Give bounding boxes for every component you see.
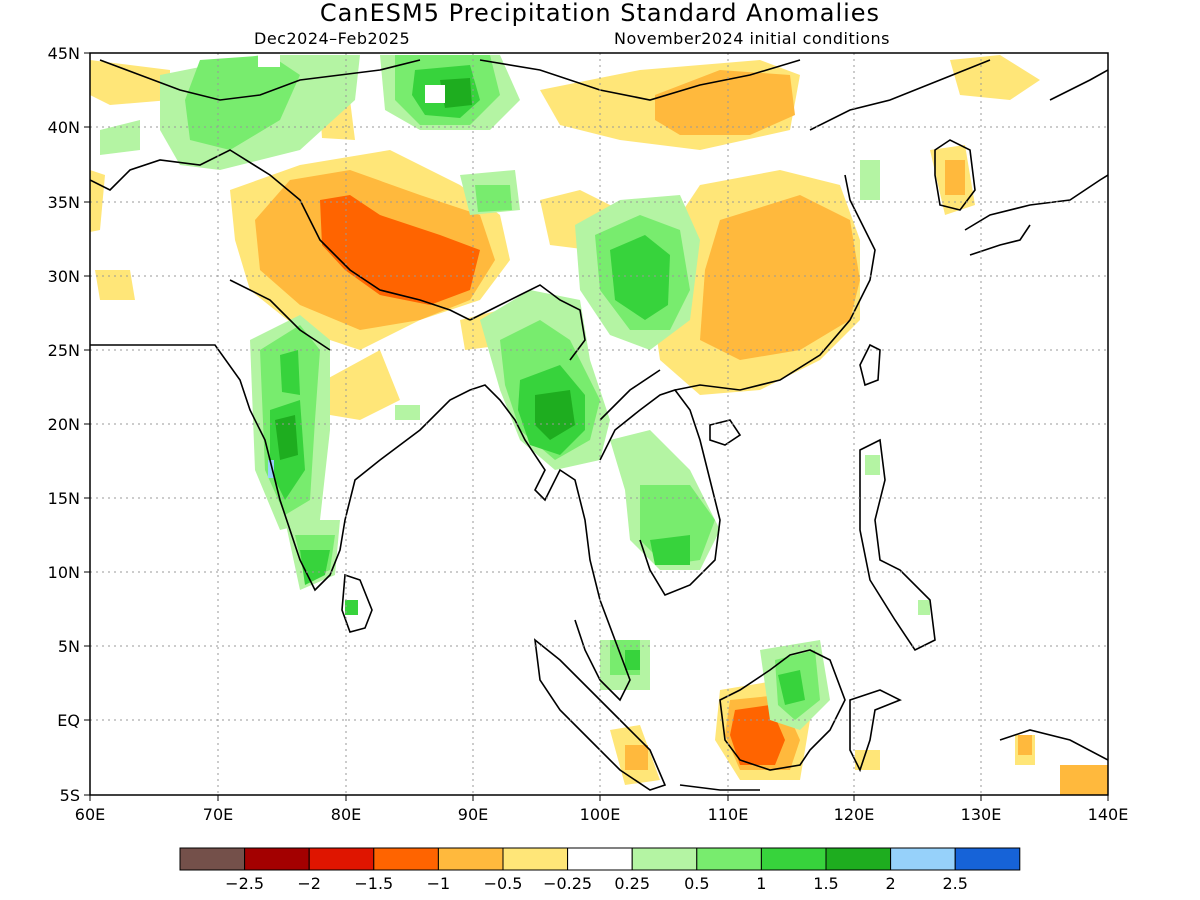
- legend-swatch: [373, 847, 439, 871]
- lat-label: 45N: [48, 44, 80, 63]
- lat-label: 40N: [48, 118, 80, 137]
- lat-label: EQ: [57, 711, 80, 730]
- lat-label: 25N: [48, 341, 80, 360]
- lat-label: 35N: [48, 193, 80, 212]
- legend-label: 1.5: [813, 874, 838, 893]
- legend-swatch: [825, 847, 892, 871]
- lon-label: 70E: [203, 805, 233, 824]
- lon-label: 130E: [961, 805, 1002, 824]
- legend-swatch: [890, 847, 956, 871]
- legend-swatch: [437, 847, 504, 871]
- lat-label: 10N: [48, 563, 80, 582]
- legend-swatch: [696, 847, 762, 871]
- legend-label: −2: [297, 874, 321, 893]
- forecast-period: Dec2024–Feb2025: [254, 29, 411, 48]
- lon-labels: 60E 70E 80E 90E 100E 110E 120E 130E 140E: [75, 805, 1129, 824]
- lat-label: 5S: [60, 786, 80, 805]
- legend-label: −1.5: [354, 874, 393, 893]
- legend-label: 1: [756, 874, 766, 893]
- lon-label: 80E: [331, 805, 361, 824]
- legend-label: −0.25: [543, 874, 592, 893]
- map-title: CanESM5 Precipitation Standard Anomalies: [319, 0, 881, 27]
- legend-labels: −2.5 −2 −1.5 −1 −0.5 −0.25 0.25 0.5 1 1.5 2 2.5: [225, 874, 968, 893]
- legend-label: 0.5: [684, 874, 709, 893]
- anomaly-field: [90, 55, 1108, 795]
- lon-label: 110E: [708, 805, 749, 824]
- legend-label: 2.5: [942, 874, 967, 893]
- lon-label: 100E: [580, 805, 621, 824]
- legend-swatch: [567, 847, 633, 871]
- legend-swatch: [760, 847, 827, 871]
- lat-labels: 45N 40N 35N 30N 25N 20N 15N 10N 5N EQ 5S: [48, 44, 80, 805]
- lat-ticks: [84, 52, 90, 796]
- grid: [90, 53, 1108, 795]
- lat-label: 5N: [58, 637, 80, 656]
- lon-label: 140E: [1088, 805, 1129, 824]
- legend-label: −0.5: [484, 874, 523, 893]
- lon-label: 60E: [75, 805, 105, 824]
- legend-label: −2.5: [225, 874, 264, 893]
- legend-swatch: [179, 847, 246, 871]
- lon-label: 90E: [458, 805, 488, 824]
- legend-swatch: [244, 847, 310, 871]
- lat-label: 15N: [48, 489, 80, 508]
- legend-colorbar: [179, 847, 1021, 871]
- legend-swatch: [954, 847, 1021, 871]
- legend-swatch: [502, 847, 569, 871]
- lon-label: 120E: [834, 805, 875, 824]
- initial-conditions: November2024 initial conditions: [614, 29, 890, 48]
- lat-label: 30N: [48, 267, 80, 286]
- lon-ticks: [89, 795, 1109, 801]
- legend-label: −1: [427, 874, 451, 893]
- legend-label: 2: [886, 874, 896, 893]
- legend-swatch: [308, 847, 375, 871]
- coastlines: [90, 59, 1108, 791]
- legend-label: 0.25: [614, 874, 650, 893]
- legend-swatch: [631, 847, 698, 871]
- lat-label: 20N: [48, 415, 80, 434]
